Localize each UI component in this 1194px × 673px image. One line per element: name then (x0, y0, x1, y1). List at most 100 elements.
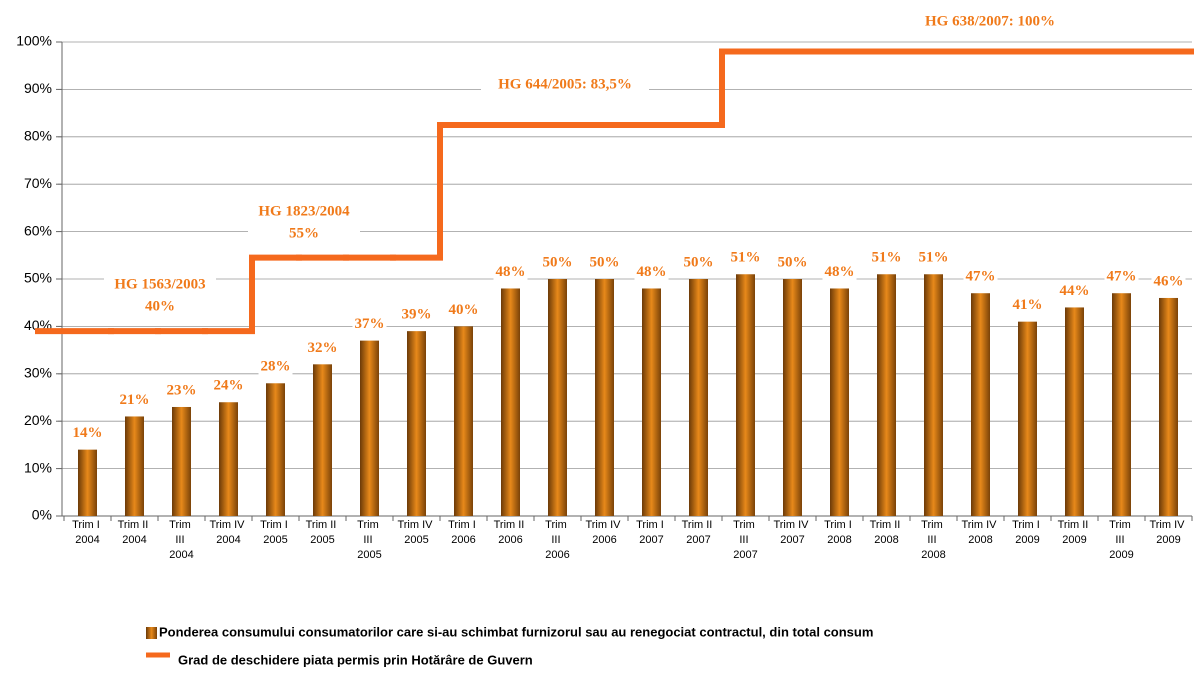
value-label-bg (305, 339, 340, 356)
bar (360, 340, 379, 516)
bar (78, 449, 97, 516)
x-tick-label: Trim I 2006 (448, 519, 479, 546)
value-label: 24% (214, 378, 244, 394)
bar (1065, 307, 1084, 516)
x-tick-label: Trim II 2007 (682, 519, 716, 546)
bar (501, 288, 520, 516)
y-tick-label: 20% (24, 412, 52, 428)
value-label: 37% (355, 316, 385, 332)
value-label: 51% (919, 250, 949, 266)
bar (219, 402, 238, 516)
value-label-bg (869, 249, 904, 266)
x-tick-label: Trim IV 2009 (1149, 519, 1187, 546)
value-label-bg (352, 316, 387, 333)
x-tick-label: Trim II 2009 (1058, 519, 1092, 546)
legend-label: Grad de deschidere piata permis prin Hot… (178, 652, 533, 667)
value-label: 48% (496, 264, 526, 280)
value-label-bg (587, 254, 622, 271)
value-label-bg (540, 254, 575, 271)
x-tick-label: Trim IV 2007 (773, 519, 811, 546)
value-label-bg (728, 249, 763, 266)
value-label: 14% (73, 425, 103, 441)
value-label: 50% (778, 254, 808, 270)
bar (266, 383, 285, 516)
value-label: 50% (543, 254, 573, 270)
annotation-bg (914, 11, 1066, 33)
value-label: 47% (966, 269, 996, 285)
x-tick-label: Trim III 2004 (169, 519, 194, 561)
value-label: 46% (1154, 273, 1184, 289)
x-tick-label: Trim I 2007 (636, 519, 667, 546)
value-label: 48% (825, 264, 855, 280)
y-tick-label: 50% (24, 270, 52, 286)
x-tick-label: Trim II 2004 (118, 519, 152, 546)
value-label-bg (1010, 297, 1045, 314)
value-label: 41% (1013, 297, 1043, 313)
value-label-bg (634, 263, 669, 280)
value-label: 39% (402, 307, 432, 323)
annotation-text: HG 644/2005: 83,5% (498, 76, 632, 92)
bar (924, 274, 943, 516)
value-label: 48% (637, 264, 667, 280)
value-label-bg (117, 391, 152, 408)
bar (595, 279, 614, 516)
x-tick-label: Trim III 2009 (1109, 519, 1134, 561)
annotation-bg (481, 74, 649, 96)
value-label: 51% (872, 250, 902, 266)
bar (783, 279, 802, 516)
bar (548, 279, 567, 516)
x-tick-label: Trim II 2005 (306, 519, 340, 546)
x-tick-label: Trim IV 2008 (961, 519, 999, 546)
x-tick-label: Trim I 2004 (72, 519, 103, 546)
bar (407, 331, 426, 516)
value-label-bg (775, 254, 810, 271)
bar (313, 364, 332, 516)
value-label: 23% (167, 382, 197, 398)
y-tick-label: 100% (16, 33, 52, 49)
bar (454, 326, 473, 516)
value-label-bg (1104, 268, 1139, 285)
annotation-text: 55% (289, 225, 319, 241)
value-label-bg (211, 377, 246, 394)
value-label-bg (446, 301, 481, 318)
bar (689, 279, 708, 516)
legend-swatch (146, 627, 157, 639)
y-tick-label: 80% (24, 128, 52, 144)
y-tick-label: 0% (32, 507, 52, 523)
value-label: 44% (1060, 283, 1090, 299)
value-label-bg (70, 425, 105, 442)
value-label-bg (963, 268, 998, 285)
value-label: 47% (1107, 269, 1137, 285)
bar (1112, 293, 1131, 516)
bar (1018, 321, 1037, 516)
y-tick-label: 70% (24, 175, 52, 191)
value-label-bg (1151, 273, 1186, 290)
bar (877, 274, 896, 516)
value-label-bg (681, 254, 716, 271)
legend-label: Ponderea consumului consumatorilor care … (159, 624, 873, 639)
bar (830, 288, 849, 516)
x-tick-label: Trim III 2005 (357, 519, 382, 561)
value-label-bg (493, 263, 528, 280)
bar (971, 293, 990, 516)
x-tick-label: Trim II 2006 (494, 519, 528, 546)
annotation: HG 1563/2003 40% (104, 274, 216, 318)
value-label-bg (164, 382, 199, 399)
value-label-bg (822, 263, 857, 280)
value-label-bg (916, 249, 951, 266)
annotation: HG 644/2005: 83,5% (481, 74, 649, 96)
x-tick-label: Trim IV 2006 (585, 519, 623, 546)
value-label: 28% (261, 359, 291, 375)
annotation: HG 638/2007: 100% (914, 11, 1066, 33)
x-tick-label: Trim I 2009 (1012, 519, 1043, 546)
value-label: 32% (308, 340, 338, 356)
annotation-text: HG 1823/2004 (258, 203, 350, 219)
annotation-text: HG 638/2007: 100% (925, 13, 1055, 29)
bar (642, 288, 661, 516)
bar (125, 416, 144, 516)
annotation: HG 1823/2004 55% (248, 201, 360, 245)
bar (736, 274, 755, 516)
value-label: 51% (731, 250, 761, 266)
value-label: 40% (449, 302, 479, 318)
